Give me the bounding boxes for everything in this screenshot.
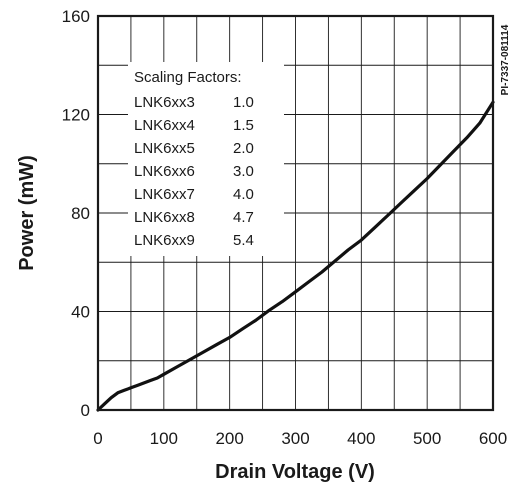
x-tick-label: 400	[347, 429, 375, 448]
x-tick-label: 500	[413, 429, 441, 448]
x-tick-label: 0	[93, 429, 102, 448]
legend-entry-value: 2.0	[233, 140, 254, 157]
y-axis-title: Power (mW)	[16, 155, 38, 271]
legend: Scaling Factors: LNK6xx3 1.0 LNK6xx4 1.5 LNK…	[128, 62, 284, 256]
y-tick-label: 160	[62, 7, 90, 26]
legend-entry-name: LNK6xx5	[134, 140, 195, 157]
power-curve-line	[96, 100, 495, 412]
data-series	[96, 100, 495, 412]
y-tick-label: 0	[81, 401, 90, 420]
legend-entry-name: LNK6xx6	[134, 163, 195, 180]
legend-entry-value: 4.0	[233, 186, 254, 203]
legend-entry-name: LNK6xx3	[134, 94, 195, 111]
x-tick-label: 100	[150, 429, 178, 448]
figure-code: PI-7337-081114	[500, 24, 511, 95]
y-tick-label: 80	[71, 204, 90, 223]
legend-entry-value: 1.0	[233, 94, 254, 111]
legend-entry-value: 5.4	[233, 232, 254, 249]
legend-entry-value: 1.5	[233, 117, 254, 134]
legend-entry-name: LNK6xx4	[134, 117, 195, 134]
y-tick-label: 120	[62, 106, 90, 125]
legend-entry-name: LNK6xx8	[134, 209, 195, 226]
x-axis-title: Drain Voltage (V)	[215, 461, 375, 483]
legend-entry-value: 4.7	[233, 209, 254, 226]
x-tick-label: 600	[479, 429, 507, 448]
legend-entry-name: LNK6xx7	[134, 186, 195, 203]
x-tick-label: 300	[281, 429, 309, 448]
grid-lines	[98, 16, 493, 410]
plot-frame	[96, 14, 495, 412]
y-tick-label: 40	[71, 303, 90, 322]
legend-background	[128, 62, 284, 256]
legend-entry-value: 3.0	[233, 163, 254, 180]
x-tick-label: 200	[215, 429, 243, 448]
legend-title: Scaling Factors:	[134, 69, 242, 86]
legend-entry-name: LNK6xx9	[134, 232, 195, 249]
tick-labels: 0 100 200 300 400 500 600 0 40 80 120 160	[62, 7, 508, 448]
